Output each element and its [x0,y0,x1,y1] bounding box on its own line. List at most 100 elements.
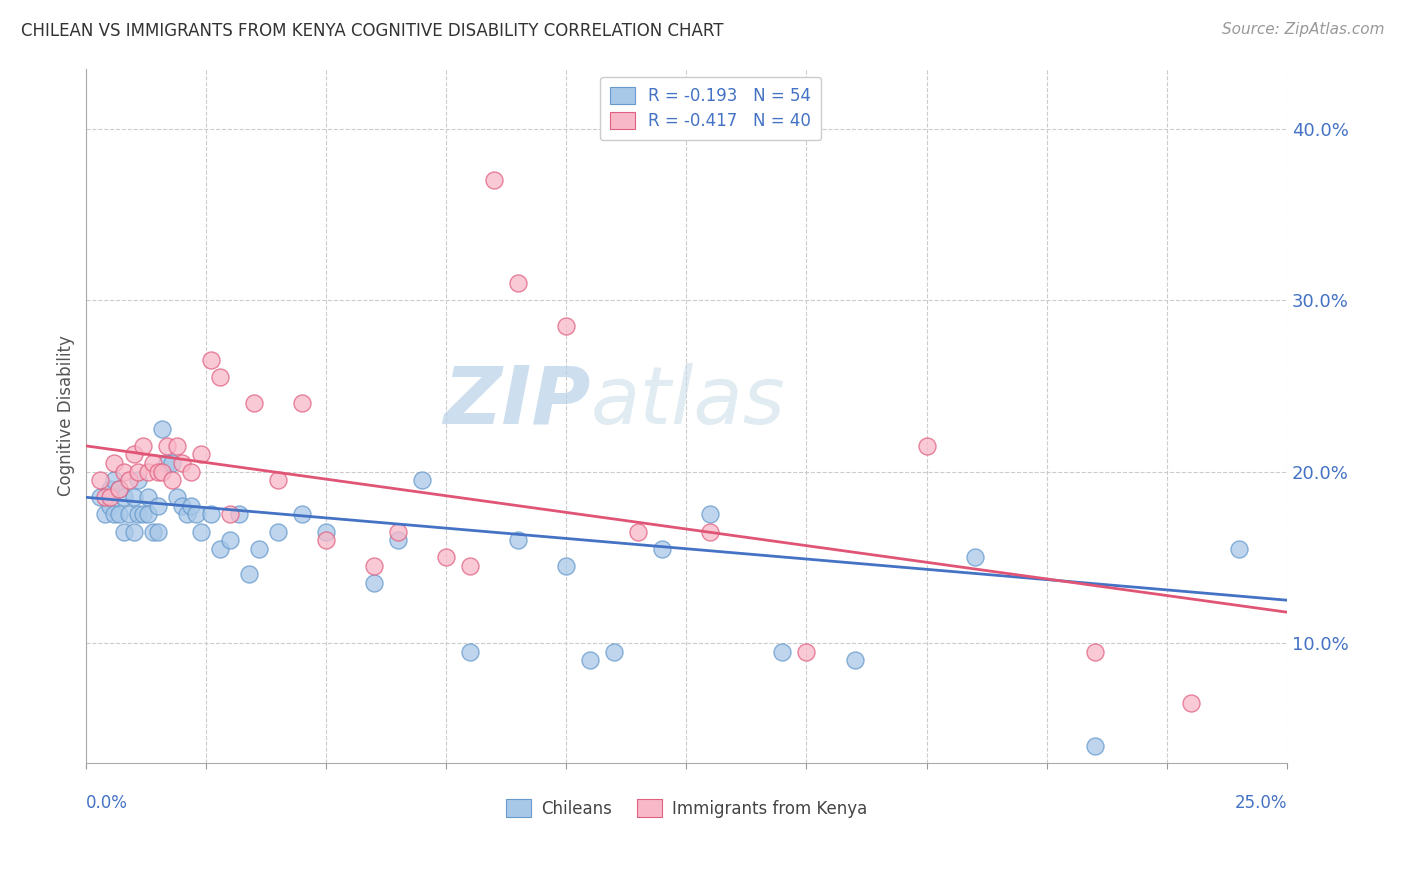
Point [228,508,250,522]
Point [209,541,232,556]
Point [160,473,183,487]
Point [772,645,794,659]
Text: CHILEAN VS IMMIGRANTS FROM KENYA COGNITIVE DISABILITY CORRELATION CHART: CHILEAN VS IMMIGRANTS FROM KENYA COGNITI… [21,22,724,40]
Point [1227,541,1250,556]
Point [218,508,240,522]
Point [699,524,721,539]
Point [238,567,260,582]
Point [963,550,986,565]
Point [267,524,290,539]
Point [160,456,183,470]
Point [108,482,131,496]
Point [579,653,602,667]
Point [1180,696,1202,710]
Point [190,524,212,539]
Point [166,491,188,505]
Point [555,318,578,333]
Text: 25.0%: 25.0% [1234,794,1286,812]
Point [218,533,240,548]
Point [98,491,121,505]
Point [132,439,155,453]
Point [291,508,314,522]
Point [118,473,141,487]
Point [127,473,149,487]
Point [434,550,457,565]
Point [180,499,202,513]
Point [200,508,222,522]
Point [156,456,179,470]
Legend: Chileans, Immigrants from Kenya: Chileans, Immigrants from Kenya [499,793,873,824]
Point [184,508,207,522]
Point [112,465,135,479]
Point [89,473,111,487]
Point [363,576,385,591]
Y-axis label: Cognitive Disability: Cognitive Disability [58,335,75,496]
Point [627,524,650,539]
Point [844,653,866,667]
Point [508,276,530,290]
Point [98,499,121,513]
Point [152,465,174,479]
Point [127,508,149,522]
Point [122,491,145,505]
Point [156,439,179,453]
Point [411,473,433,487]
Point [122,524,145,539]
Point [651,541,673,556]
Point [108,508,131,522]
Point [112,524,135,539]
Point [1084,645,1107,659]
Point [458,645,481,659]
Point [166,439,188,453]
Point [508,533,530,548]
Text: Source: ZipAtlas.com: Source: ZipAtlas.com [1222,22,1385,37]
Point [190,447,212,461]
Point [363,558,385,573]
Point [103,456,125,470]
Point [796,645,818,659]
Text: atlas: atlas [591,363,785,441]
Point [699,508,721,522]
Point [142,524,165,539]
Point [103,473,125,487]
Point [170,456,193,470]
Point [136,508,159,522]
Point [98,482,121,496]
Point [247,541,270,556]
Point [209,370,232,384]
Point [142,456,165,470]
Text: 0.0%: 0.0% [86,794,128,812]
Point [152,422,174,436]
Point [387,533,409,548]
Point [267,473,290,487]
Point [136,465,159,479]
Point [122,447,145,461]
Point [603,645,626,659]
Point [180,465,202,479]
Point [146,499,169,513]
Point [136,491,159,505]
Point [132,508,155,522]
Point [108,482,131,496]
Point [146,465,169,479]
Point [94,491,117,505]
Point [112,491,135,505]
Point [458,558,481,573]
Point [243,396,266,410]
Point [915,439,938,453]
Point [315,524,337,539]
Text: ZIP: ZIP [443,363,591,441]
Point [94,508,117,522]
Point [315,533,337,548]
Point [387,524,409,539]
Point [176,508,198,522]
Point [200,353,222,368]
Point [291,396,314,410]
Point [170,499,193,513]
Point [146,524,169,539]
Point [482,173,505,187]
Point [103,508,125,522]
Point [118,508,141,522]
Point [89,491,111,505]
Point [1084,739,1107,753]
